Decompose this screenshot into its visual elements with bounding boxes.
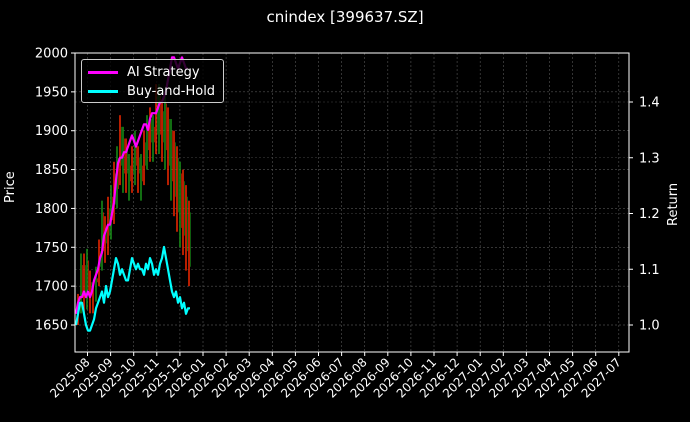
price-candles bbox=[77, 84, 191, 325]
legend-label: AI Strategy bbox=[127, 64, 200, 80]
x-axis: 2025-082025-092025-102025-112025-122026-… bbox=[47, 352, 624, 401]
legend-swatch-bh-icon bbox=[88, 89, 118, 93]
svg-text:1900: 1900 bbox=[35, 124, 68, 139]
svg-text:1.1: 1.1 bbox=[639, 263, 660, 278]
y-axis-label-left: Price bbox=[3, 171, 18, 203]
svg-text:1700: 1700 bbox=[35, 280, 68, 295]
buy-and-hold-line bbox=[74, 245, 190, 332]
svg-text:2000: 2000 bbox=[35, 47, 68, 62]
svg-text:1800: 1800 bbox=[35, 202, 68, 217]
plot-frame bbox=[74, 52, 630, 353]
svg-text:1750: 1750 bbox=[35, 241, 68, 256]
legend-swatch-ai-icon bbox=[88, 70, 118, 74]
legend: AI Strategy Buy-and-Hold bbox=[81, 59, 224, 103]
svg-text:1.2: 1.2 bbox=[639, 207, 660, 222]
svg-text:1850: 1850 bbox=[35, 163, 68, 178]
legend-item-buy-and-hold: Buy-and-Hold bbox=[88, 82, 215, 100]
svg-text:1950: 1950 bbox=[35, 85, 68, 100]
svg-text:1.3: 1.3 bbox=[639, 151, 660, 166]
y-axis-left: 1650 1700 1750 1800 1850 1900 1950 2000 bbox=[35, 47, 75, 334]
y-axis-right: 1.0 1.1 1.2 1.3 1.4 bbox=[629, 96, 660, 334]
y-axis-label-right: Return bbox=[666, 182, 681, 226]
svg-text:1.0: 1.0 bbox=[639, 319, 660, 334]
svg-text:1650: 1650 bbox=[35, 319, 68, 334]
svg-text:1.4: 1.4 bbox=[639, 96, 660, 111]
chart-title: cnindex [399637.SZ] bbox=[266, 8, 424, 26]
legend-label: Buy-and-Hold bbox=[127, 83, 216, 99]
legend-item-ai-strategy: AI Strategy bbox=[88, 63, 200, 81]
